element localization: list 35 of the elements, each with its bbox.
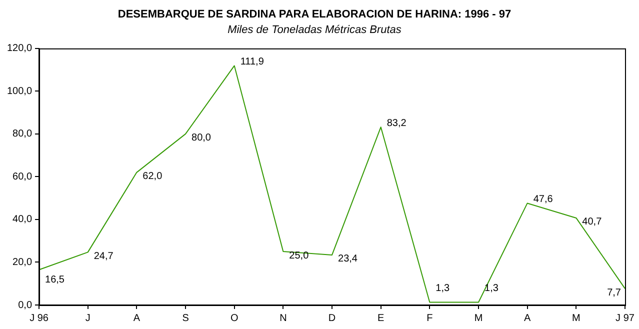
x-tick-label: F: [426, 312, 433, 324]
y-tick-label: 0,0: [18, 300, 32, 311]
data-label: 40,7: [582, 216, 602, 228]
chart-title: DESEMBARQUE DE SARDINA PARA ELABORACION DE HARINA: 1996 - 97: [118, 8, 512, 21]
x-tick-label: M: [572, 312, 580, 324]
x-tick-label: J: [85, 312, 90, 324]
x-tick-label: D: [328, 312, 336, 324]
data-label: 83,2: [386, 118, 407, 129]
y-tick-label: 60,0: [12, 171, 32, 182]
x-tick-label: A: [524, 312, 531, 324]
x-tick-label: A: [133, 312, 140, 324]
x-tick-label: M: [474, 312, 483, 324]
y-tick-label: 40,0: [12, 214, 32, 226]
data-label: 111,9: [240, 56, 264, 68]
y-tick-label: 120,0: [6, 43, 32, 54]
data-label: 24,7: [94, 250, 114, 262]
x-tick-label: S: [182, 312, 190, 324]
data-label: 1,3: [436, 282, 450, 294]
y-tick-label: 20,0: [12, 256, 32, 268]
x-tick-label: N: [280, 312, 287, 324]
y-tick-label: 100,0: [6, 86, 32, 97]
x-tick-label: J 96: [30, 312, 49, 324]
chart-subtitle: Miles de Toneladas Métricas Brutas: [228, 24, 402, 36]
data-label: 16,5: [45, 274, 65, 286]
data-label: 62,0: [142, 171, 163, 182]
data-label: 25,0: [289, 250, 310, 262]
data-label: 1,3: [484, 282, 499, 294]
x-tick-label: E: [378, 312, 385, 324]
data-label: 47,6: [533, 194, 554, 205]
x-tick-label: O: [230, 312, 238, 324]
x-tick-label: J 97: [616, 312, 635, 324]
data-label: 23,4: [338, 254, 358, 265]
y-tick-label: 80,0: [12, 128, 32, 140]
data-label: 7,7: [607, 287, 622, 298]
data-label: 80,0: [192, 132, 212, 144]
